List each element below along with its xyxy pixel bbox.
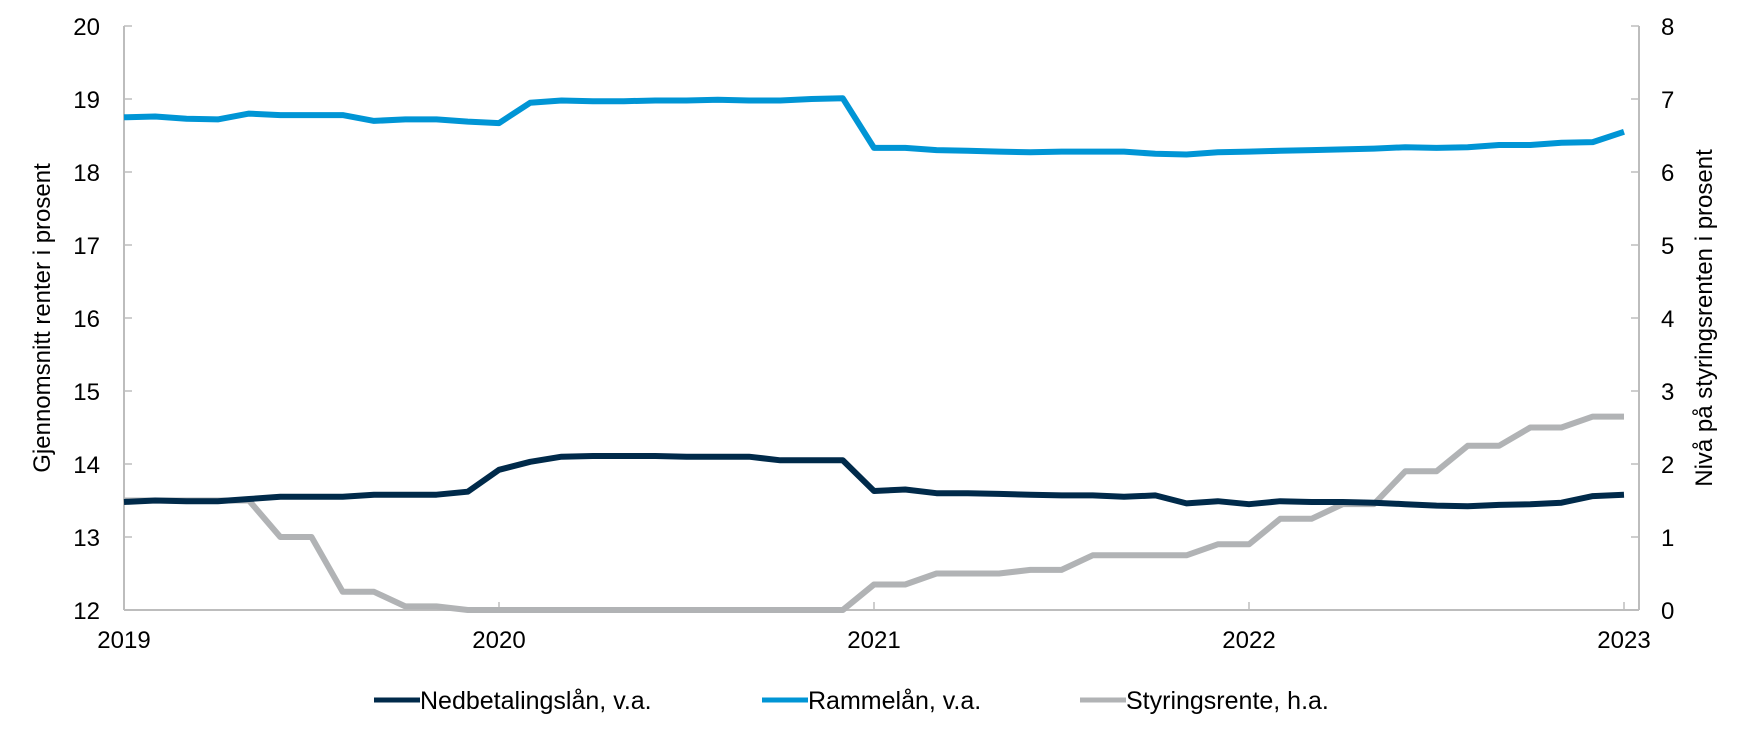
right-tick-label: 0 — [1661, 598, 1674, 625]
legend-label-rammelan: Rammelån, v.a. — [808, 687, 981, 715]
legend: Nedbetalingslån, v.a. Rammelån, v.a. Sty… — [374, 687, 1329, 715]
left-tick-label: 12 — [73, 598, 100, 625]
x-tick-label: 2020 — [472, 627, 525, 654]
right-tick-label: 7 — [1661, 87, 1674, 114]
x-tick-label: 2022 — [1222, 627, 1275, 654]
x-tick-label: 2023 — [1597, 627, 1650, 654]
left-tick-label: 15 — [73, 379, 100, 406]
left-tick-label: 13 — [73, 525, 100, 552]
ticks — [123, 25, 1639, 611]
x-tick-label: 2019 — [97, 627, 150, 654]
series-line-rammelan — [123, 95, 1625, 158]
legend-label-nedbetalingslan: Nedbetalingslån, v.a. — [420, 687, 652, 715]
left-tick-label: 18 — [73, 160, 100, 187]
left-tick-label: 20 — [73, 14, 100, 41]
right-tick-label: 8 — [1661, 14, 1674, 41]
right-tick-label: 6 — [1661, 160, 1674, 187]
series — [123, 95, 1625, 613]
legend-item-rammelan: Rammelån, v.a. — [762, 687, 981, 715]
axes — [123, 26, 1640, 611]
right-tick-label: 5 — [1661, 233, 1674, 260]
x-tick-label: 2021 — [847, 627, 900, 654]
legend-item-nedbetalingslan: Nedbetalingslån, v.a. — [374, 687, 652, 715]
series-line-nedbetalingslan — [123, 453, 1625, 510]
right-tick-label: 4 — [1661, 306, 1674, 333]
series-line-styringsrente — [124, 413, 1624, 613]
left-tick-label: 19 — [73, 87, 100, 114]
left-tick-label: 14 — [73, 452, 100, 479]
left-tick-label: 16 — [73, 306, 100, 333]
legend-label-styringsrente: Styringsrente, h.a. — [1126, 687, 1329, 715]
left-tick-label: 17 — [73, 233, 100, 260]
legend-item-styringsrente: Styringsrente, h.a. — [1080, 687, 1329, 715]
right-tick-label: 2 — [1661, 452, 1674, 479]
right-tick-label: 1 — [1661, 525, 1674, 552]
y-axis-title-right: Nivå på styringsrenten i prosent — [1691, 149, 1718, 487]
right-tick-label: 3 — [1661, 379, 1674, 406]
y-axis-title-left: Gjennomsnitt renter i prosent — [29, 163, 56, 473]
